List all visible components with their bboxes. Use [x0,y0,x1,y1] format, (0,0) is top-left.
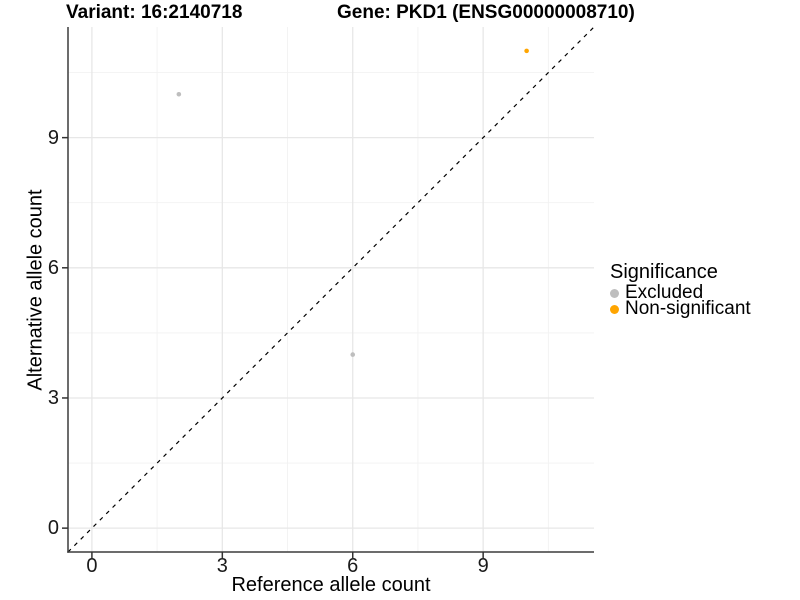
legend-item-excluded: Excluded [610,282,796,303]
y-tick-label: 3 [47,386,59,409]
legend-item-label: Non-significant [625,298,751,319]
legend-key-dot [610,288,619,298]
plot-title-gene: Gene: PKD1 (ENSG00000008710) [337,2,635,23]
legend: Significance Excluded Non-significant [610,261,796,319]
x-tick-label: 6 [347,555,359,577]
legend-key-dot [610,304,619,314]
y-tick-label: 9 [47,126,59,149]
x-axis-title: Reference allele count [231,574,431,596]
x-tick-label: 9 [477,555,489,577]
plot-area [62,26,595,558]
data-point-non-significant [524,48,529,54]
y-tick-label: 0 [47,517,59,540]
y-axis-title: Alternative allele count [24,189,47,391]
data-point-excluded [350,352,356,357]
legend-items: Excluded Non-significant [610,282,796,319]
legend-item-non-significant: Non-significant [610,298,796,319]
legend-title: Significance [610,261,718,283]
identity-line [67,26,595,553]
legend-item-label: Excluded [625,282,704,303]
x-tick-label: 0 [86,555,98,577]
plot-title-variant: Variant: 16:2140718 [66,2,243,23]
data-point-excluded [176,91,182,97]
x-tick-label: 3 [216,555,228,577]
y-tick-label: 6 [47,256,59,279]
